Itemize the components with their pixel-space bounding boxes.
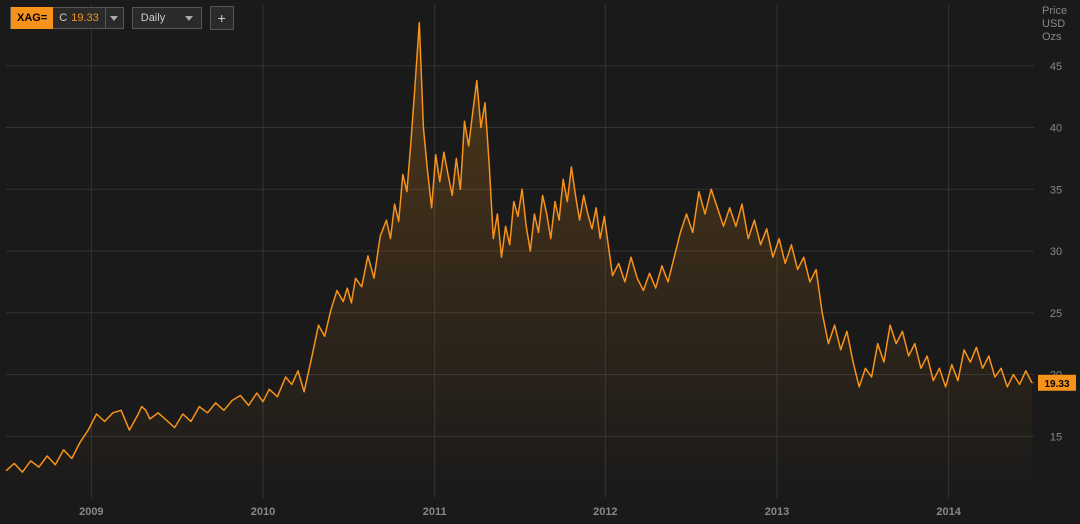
svg-text:2010: 2010 bbox=[251, 506, 275, 518]
svg-text:2011: 2011 bbox=[423, 506, 447, 518]
plus-icon: + bbox=[218, 10, 226, 26]
x-axis-ticks: 2009 2010 2011 2012 2013 2014 bbox=[79, 506, 962, 518]
svg-text:2013: 2013 bbox=[765, 506, 789, 518]
svg-text:45: 45 bbox=[1050, 61, 1062, 73]
interval-label: Daily bbox=[141, 12, 165, 24]
y-axis-title: PriceUSDOzs bbox=[1042, 5, 1067, 43]
series-area bbox=[6, 23, 1032, 499]
add-button[interactable]: + bbox=[210, 6, 234, 30]
svg-text:40: 40 bbox=[1050, 123, 1062, 135]
svg-text:2014: 2014 bbox=[936, 506, 961, 518]
price-chart[interactable]: 15202530354045 200920102011201220132014 … bbox=[0, 0, 1080, 524]
svg-text:25: 25 bbox=[1050, 308, 1062, 320]
svg-text:19.33: 19.33 bbox=[1044, 379, 1069, 390]
interval-selector[interactable]: Daily bbox=[132, 7, 202, 29]
symbol-selector[interactable]: XAG= C 19.33 bbox=[10, 7, 124, 29]
svg-text:35: 35 bbox=[1050, 184, 1062, 196]
chart-root: XAG= C 19.33 Daily + 15202530354045 2 bbox=[0, 0, 1080, 524]
price-tag: 19.33 bbox=[1038, 375, 1076, 391]
svg-text:Price: Price bbox=[1042, 5, 1067, 17]
close-value: 19.33 bbox=[71, 12, 99, 24]
symbol-dropdown-icon[interactable] bbox=[105, 7, 123, 29]
symbol-close: C 19.33 bbox=[53, 12, 104, 24]
svg-text:USD: USD bbox=[1042, 18, 1065, 30]
interval-dropdown-icon bbox=[185, 16, 193, 21]
svg-text:15: 15 bbox=[1050, 431, 1062, 443]
svg-text:2012: 2012 bbox=[593, 506, 617, 518]
svg-text:Ozs: Ozs bbox=[1042, 31, 1062, 43]
symbol-code: XAG= bbox=[11, 7, 53, 29]
chart-toolbar: XAG= C 19.33 Daily + bbox=[10, 6, 234, 30]
svg-text:2009: 2009 bbox=[79, 506, 103, 518]
close-prefix: C bbox=[59, 12, 67, 24]
svg-text:30: 30 bbox=[1050, 246, 1062, 258]
